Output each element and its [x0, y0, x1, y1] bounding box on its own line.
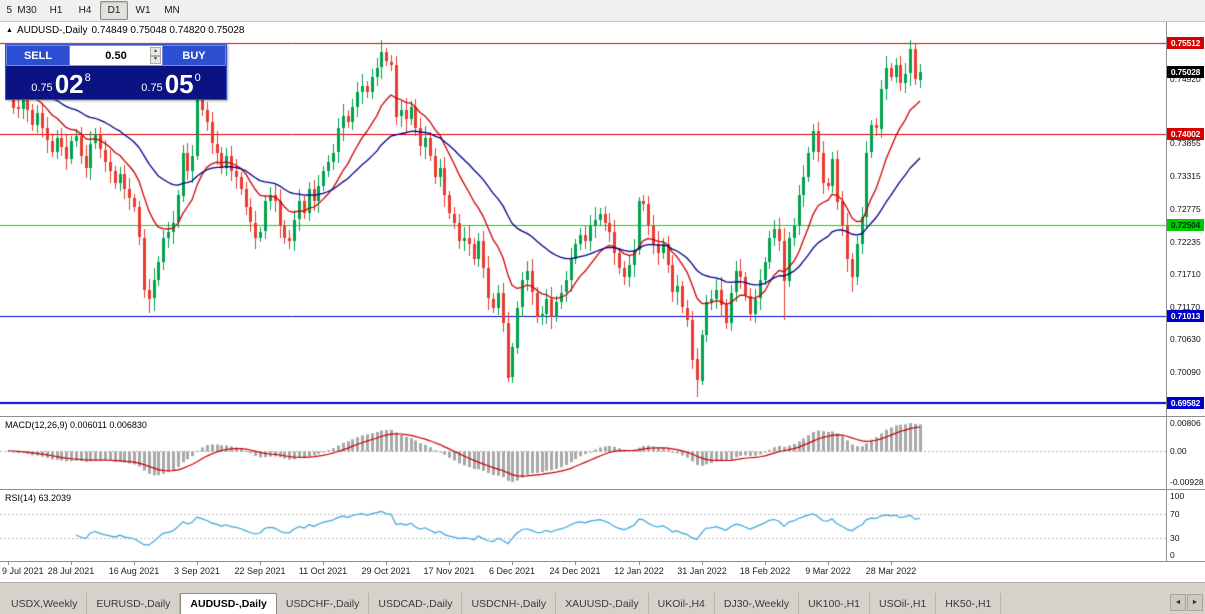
- chart-title: ▲ AUDUSD-,Daily 0.74849 0.75048 0.74820 …: [6, 25, 244, 36]
- date-tick-mark: [828, 562, 829, 565]
- panel-divider: [0, 416, 1205, 417]
- date-tick-mark: [575, 562, 576, 565]
- date-tick-mark: [449, 562, 450, 565]
- volume-increase-button[interactable]: ▲: [150, 47, 161, 56]
- volume-value: 0.50: [105, 49, 127, 62]
- panel-divider: [0, 561, 1205, 562]
- chart-symbol-label: AUDUSD-,Daily: [16, 25, 88, 36]
- bid-price-prefix: 0.75: [31, 82, 53, 94]
- date-label: 24 Dec 2021: [549, 566, 601, 576]
- bid-price-big-digits: 02: [54, 69, 84, 99]
- date-label: 16 Aug 2021: [108, 566, 160, 576]
- timeframe-button-h1[interactable]: H1: [49, 5, 63, 16]
- sell-button[interactable]: SELL: [6, 45, 70, 66]
- ask-price-big-digits: 05: [164, 69, 194, 99]
- date-tick-mark: [197, 562, 198, 565]
- chart-tabs: USDX,Weekly EURUSD-,Daily AUDUSD-,Daily USD…: [0, 593, 1002, 614]
- date-label: 28 Mar 2022: [865, 566, 917, 576]
- one-click-trading-panel: SELL 0.50 ▲ ▼ BUY 0.75 02 8 0.75 05 0: [5, 44, 227, 100]
- chart-ohlc-values: 0.74849 0.75048 0.74820 0.75028: [91, 25, 245, 36]
- date-tick-mark: [386, 562, 387, 565]
- chart-tab[interactable]: EURUSD-,Daily: [87, 593, 181, 614]
- price-axis-separator: [1166, 22, 1167, 562]
- date-tick-mark: [891, 562, 892, 565]
- date-label: 29 Oct 2021: [361, 566, 411, 576]
- rsi-indicator-canvas[interactable]: [0, 490, 1166, 561]
- macd-indicator-label: MACD(12,26,9) 0.006011 0.006830: [5, 420, 147, 430]
- date-label: 9 Jul 2021: [2, 566, 44, 576]
- bid-price-pipette: 8: [84, 72, 91, 84]
- chart-tab[interactable]: USOil-,H1: [870, 593, 937, 614]
- tab-scroll-buttons: ◄ ►: [1170, 594, 1203, 611]
- chart-tab[interactable]: UK100-,H1: [799, 593, 871, 614]
- chart-tab[interactable]: UKOil-,H4: [649, 593, 715, 614]
- rsi-indicator-label: RSI(14) 63.2039: [5, 493, 72, 503]
- date-tick-mark: [323, 562, 324, 565]
- sell-price-button[interactable]: 0.75 02 8: [6, 66, 116, 99]
- date-tick-mark: [71, 562, 72, 565]
- date-tick-mark: [512, 562, 513, 565]
- date-tick-mark: [639, 562, 640, 565]
- date-tick-mark: [260, 562, 261, 565]
- timeframe-button-mn[interactable]: MN: [164, 5, 180, 16]
- panel-divider: [0, 489, 1205, 490]
- chart-tab-bar: USDX,Weekly EURUSD-,Daily AUDUSD-,Daily USD…: [0, 582, 1205, 614]
- symbol-marker-icon: ▲: [6, 27, 13, 34]
- date-label: 28 Jul 2021: [47, 566, 95, 576]
- ask-price-pipette: 0: [194, 72, 201, 84]
- date-label: 31 Jan 2022: [677, 566, 727, 576]
- date-tick-mark: [8, 562, 9, 565]
- chart-tab[interactable]: HK50-,H1: [936, 593, 1002, 614]
- ask-price-prefix: 0.75: [141, 82, 163, 94]
- date-label: 12 Jan 2022: [614, 566, 664, 576]
- macd-indicator-canvas[interactable]: [0, 417, 1166, 489]
- chart-tab[interactable]: DJ30-,Weekly: [715, 593, 800, 614]
- timeframe-toolbar: 5 M30 H1 H4 D1 W1 MN: [0, 0, 1205, 22]
- timeframe-button-h4[interactable]: H4: [78, 5, 92, 16]
- date-tick-mark: [702, 562, 703, 565]
- timeframe-button-m5-partial[interactable]: 5: [6, 5, 12, 16]
- date-label: 22 Sep 2021: [234, 566, 286, 576]
- date-label: 9 Mar 2022: [805, 566, 851, 576]
- timeframe-button-m30[interactable]: M30: [17, 5, 37, 16]
- chart-tab[interactable]: USDCAD-,Daily: [369, 593, 463, 614]
- price-axis[interactable]: [1167, 22, 1205, 562]
- date-label: 18 Feb 2022: [739, 566, 791, 576]
- volume-decrease-button[interactable]: ▼: [150, 55, 161, 64]
- chart-tab[interactable]: USDCHF-,Daily: [277, 593, 370, 614]
- timeframe-button-w1[interactable]: W1: [135, 5, 151, 16]
- date-tick-mark: [765, 562, 766, 565]
- date-label: 17 Nov 2021: [423, 566, 475, 576]
- date-label: 11 Oct 2021: [298, 566, 348, 576]
- buy-price-button[interactable]: 0.75 05 0: [116, 66, 226, 99]
- timeframe-button-d1[interactable]: D1: [100, 1, 128, 20]
- tab-scroll-right-icon[interactable]: ►: [1187, 594, 1203, 611]
- chart-tab[interactable]: USDCNH-,Daily: [462, 593, 557, 614]
- buy-button[interactable]: BUY: [162, 45, 226, 66]
- chart-tab[interactable]: XAUUSD-,Daily: [556, 593, 649, 614]
- date-tick-mark: [134, 562, 135, 565]
- volume-spinner: ▲ ▼: [150, 47, 161, 64]
- chart-tab[interactable]: USDX,Weekly: [2, 593, 88, 614]
- timeframe-button-group: M30 H1 H4 D1 W1 MN: [13, 1, 186, 20]
- date-label: 6 Dec 2021: [488, 566, 536, 576]
- volume-input[interactable]: 0.50 ▲ ▼: [70, 45, 162, 66]
- chart-tab[interactable]: AUDUSD-,Daily: [180, 593, 277, 614]
- date-label: 3 Sep 2021: [173, 566, 221, 576]
- tab-scroll-left-icon[interactable]: ◄: [1170, 594, 1186, 611]
